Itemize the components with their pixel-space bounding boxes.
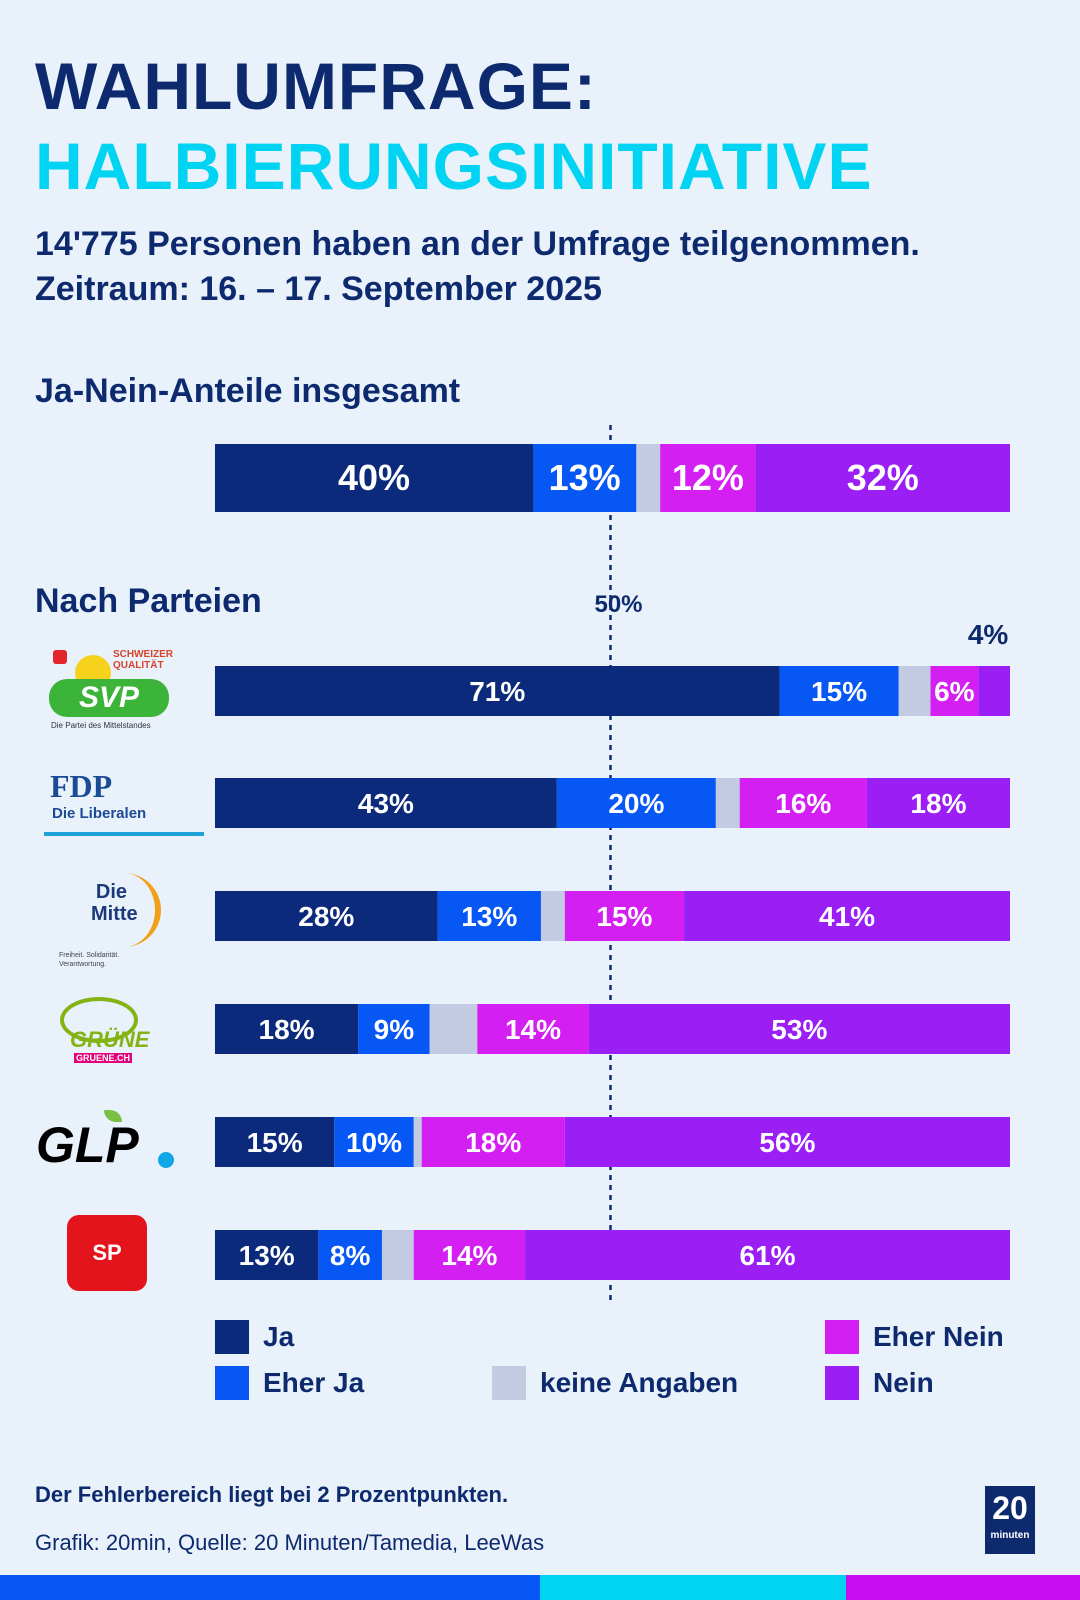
svp-logo: SCHWEIZER QUALITÄT SVP Die Partei des Mi… [49,649,173,730]
fdp-logo: FDP Die Liberalen [44,768,204,836]
bar-segment-insgesamt-3 [660,444,756,512]
leaf-icon [104,1110,122,1122]
title-accent: HALBIERUNGSINITIATIVE [35,129,873,203]
mitte-logo: Die Mitte Freiheit. Solidarität. Verantwo… [55,873,165,968]
footer-stripe-cyan [540,1575,846,1600]
bar-segment-insgesamt-2 [636,444,661,512]
bar-label: 8% [330,1240,371,1271]
bar-segment-svp-1 [779,666,899,716]
bar-segment-die-mitte-1 [437,891,541,941]
bar-label: 13% [549,457,621,498]
bar-label: 53% [771,1014,827,1045]
legend-ja: Ja [215,1320,294,1354]
bar-segment-fdp-1 [556,778,716,828]
bar-segment-fdp-3 [739,778,867,828]
bar-segment-insgesamt-4 [755,444,1010,512]
legend-eher-nein: Eher Nein [825,1320,1004,1354]
bar-segment-glp-1 [334,1117,414,1167]
20-minuten-logo: 20 minuten [985,1486,1035,1554]
bar-segment-grüne-0 [215,1004,359,1054]
bar-segment-die-mitte-0 [215,891,438,941]
bar-label: 18% [910,788,966,819]
bar-label: 10% [346,1127,402,1158]
subtitle-period: Zeitraum: 16. – 17. September 2025 [35,270,602,308]
bar-segment-glp-0 [215,1117,335,1167]
bar-label: 20% [608,788,664,819]
bar-segment-svp-2 [898,666,931,716]
bar-label: 15% [596,901,652,932]
bar-label: 28% [298,901,354,932]
bar-label: 18% [465,1127,521,1158]
bar-segment-insgesamt-0 [215,444,533,512]
bar-segment-fdp-4 [866,778,1010,828]
glp-logo: GLP [36,1110,186,1180]
bar-label: 13% [239,1240,295,1271]
bar-label: 43% [358,788,414,819]
bar-segment-sp-0 [215,1230,319,1280]
bar-label: 71% [469,676,525,707]
bar-label: 61% [740,1240,796,1271]
bar-label: 14% [441,1240,497,1271]
bar-segment-fdp-0 [215,778,557,828]
bar-label: 56% [759,1127,815,1158]
bar-segment-fdp-2 [715,778,740,828]
bar-segment-svp-4 [978,666,1010,716]
bar-segment-sp-1 [318,1230,382,1280]
legend-nein: Nein [825,1366,934,1400]
bar-segment-glp-3 [421,1117,565,1167]
bar-segment-insgesamt-1 [533,444,637,512]
sp-logo: SP [67,1215,147,1291]
footer-stripe-blue [0,1575,540,1600]
bar-label: 15% [811,676,867,707]
bar-segment-grüne-2 [429,1004,478,1054]
bar-segment-die-mitte-3 [564,891,685,941]
bar-label: 40% [338,457,410,498]
footer-stripe-magenta [846,1575,1080,1600]
bar-segment-sp-4 [525,1230,1010,1280]
bar-segment-svp-3 [930,666,979,716]
bar-label: 41% [819,901,875,932]
section-overall-heading: Ja-Nein-Anteile insgesamt [35,372,461,410]
bar-label: 32% [847,457,919,498]
swiss-cross-icon [53,650,67,664]
title: WAHLUMFRAGE: [35,49,597,123]
bar-label: 12% [672,457,744,498]
bar-label: 6% [934,676,975,707]
legend-eher-ja: Eher Ja [215,1366,364,1400]
bar-label: 13% [461,901,517,932]
bar-label: 15% [247,1127,303,1158]
gruene-logo: GRÜNE GRUENE.CH [30,995,165,1075]
bar-segment-glp-4 [564,1117,1010,1167]
reference-line-label: 50% [594,591,642,618]
bar-segment-die-mitte-2 [540,891,565,941]
source-note: Grafik: 20min, Quelle: 20 Minuten/Tamedi… [35,1530,545,1555]
bar-label: 4% [968,619,1009,650]
legend-keine-angaben: keine Angaben [492,1366,738,1400]
subtitle-participants: 14'775 Personen haben an der Umfrage tei… [35,225,920,263]
bar-label: 18% [259,1014,315,1045]
bar-segment-grüne-3 [477,1004,589,1054]
bar-label: 16% [775,788,831,819]
bar-segment-sp-2 [381,1230,414,1280]
sunflower-icon [60,997,138,1043]
bar-segment-grüne-4 [588,1004,1010,1054]
error-margin-note: Der Fehlerbereich liegt bei 2 Prozentpun… [35,1482,509,1507]
section-parties-heading: Nach Parteien [35,582,262,620]
bar-segment-sp-3 [413,1230,526,1280]
bar-label: 14% [505,1014,561,1045]
bar-segment-glp-2 [413,1117,422,1167]
bar-segment-grüne-1 [358,1004,430,1054]
bar-segment-svp-0 [215,666,780,716]
bar-segment-die-mitte-4 [684,891,1010,941]
bar-label: 9% [374,1014,415,1045]
